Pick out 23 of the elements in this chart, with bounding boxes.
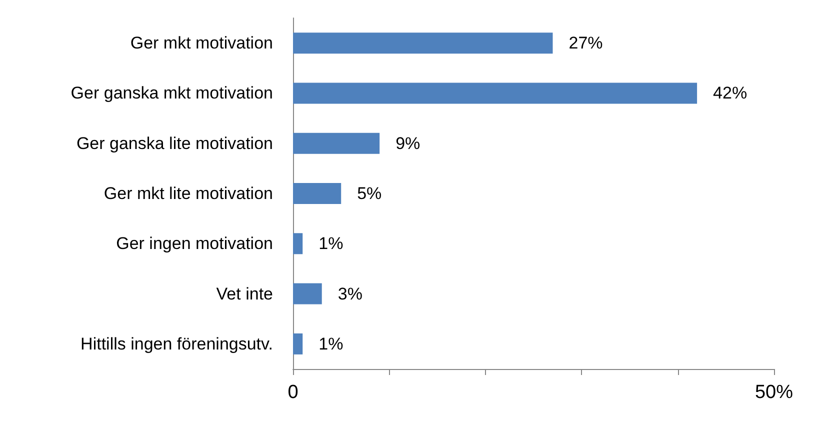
- y-tick-label: Hittills ingen föreningsutv.: [80, 334, 273, 354]
- bar: [293, 32, 553, 54]
- y-tick-label: Ger ganska mkt motivation: [70, 84, 273, 103]
- data-label: 3%: [338, 284, 362, 304]
- data-label: 1%: [318, 234, 344, 254]
- data-label: 9%: [396, 134, 420, 153]
- bar: [293, 333, 303, 354]
- data-label: 27%: [568, 34, 603, 53]
- y-tick-label: Ger ganska lite motivation: [76, 134, 273, 153]
- bar: [293, 233, 303, 254]
- y-tick-label: Ger mkt motivation: [130, 34, 273, 53]
- data-label: 1%: [318, 334, 344, 354]
- x-tick-label: 50%: [754, 382, 794, 403]
- data-label: 42%: [713, 84, 748, 103]
- y-tick-label: Ger ingen motivation: [116, 234, 273, 254]
- bar: [293, 183, 342, 204]
- x-tick-label: 0: [288, 382, 298, 403]
- bar: [293, 283, 322, 304]
- y-tick-label: Vet inte: [216, 284, 273, 304]
- bar: [293, 132, 380, 154]
- y-tick-label: Ger mkt lite motivation: [104, 184, 273, 203]
- data-label: 5%: [357, 184, 382, 203]
- bar: [293, 82, 698, 104]
